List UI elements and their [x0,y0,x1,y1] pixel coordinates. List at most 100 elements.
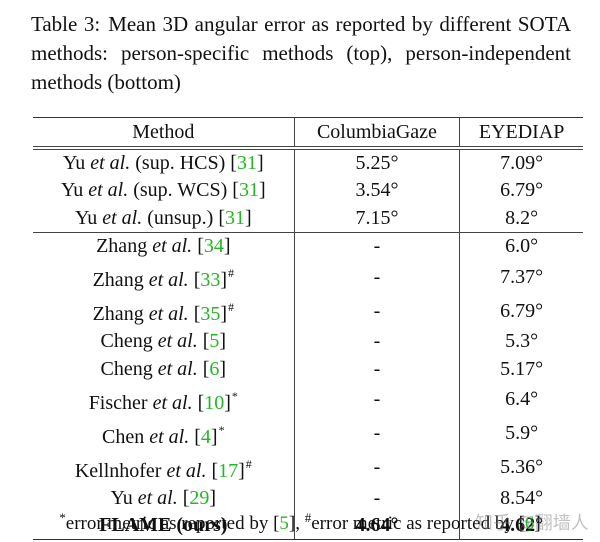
footnote-citation-6[interactable]: 6 [524,513,535,534]
method-extra: (sup. WCS) [128,179,233,202]
method-author: Yu [60,179,84,202]
method-extra [206,460,211,482]
method-extra [189,303,194,325]
method-author: FLAME (ours) [99,514,228,537]
citation-link[interactable]: 6 [209,357,220,380]
citation-link[interactable]: 31 [224,206,245,229]
table-row: Cheng et al. [6] -5.17° [33,355,583,383]
footnote-close-bracket: ] [534,513,541,534]
method-cell: Yu et al. (sup. WCS) [31] [60,179,266,202]
citation-link[interactable]: 10 [204,391,225,414]
eyediap-value: 6.79° [459,177,583,205]
citation-link[interactable]: 31 [236,152,257,175]
eyediap-value: 8.2° [459,204,583,233]
method-cell: Kellnhofer et al. [17]# [74,456,252,482]
zhihu-watermark: 知乎 @翻墙人 [475,513,589,534]
columbiagaze-value: - [293,294,460,329]
method-extra [189,269,194,291]
footnote-separator: ], [288,513,305,534]
method-etal: et al. [149,425,190,448]
footnote-mark: # [228,266,235,281]
columbiagaze-value: 5.25° [293,148,460,178]
method-extra [178,487,183,509]
method-author: Cheng [100,330,153,353]
method-cell: Chen et al. [4]* [102,422,225,448]
citation-link[interactable]: 35 [200,303,221,326]
method-cell: Cheng et al. [5] [100,330,227,353]
caption-text: Mean 3D angular error as reported by dif… [31,12,572,94]
method-etal: et al. [157,357,198,380]
columbiagaze-value: - [293,260,460,295]
columbiagaze-value: - [293,231,460,261]
table-caption: Table 3: Mean 3D angular error as reporte… [31,10,571,97]
table-body: Yu et al. (sup. HCS) [31] 5.25° 7.09° Yu et… [33,148,583,541]
method-cell: Yu et al. (unsup.) [31] [74,206,252,229]
footnote-mark: * [218,422,225,437]
method-author: Zhang [92,269,144,292]
method-extra: (sup. HCS) [130,152,231,175]
footnote-citation-5[interactable]: 5 [279,513,289,534]
eyediap-value: 6.4° [459,382,583,417]
table-row: FLAME (ours) 4.64° 4.62° [33,512,583,541]
table-row: Fischer et al. [10]* -6.4° [33,382,583,417]
eyediap-value: 5.36° [459,450,583,485]
citation-link[interactable]: 5 [209,330,220,353]
method-extra [193,392,198,414]
footnote-hash-mark: # [304,510,312,525]
method-etal: et al. [157,330,198,353]
table-row: Yu et al. (sup. HCS) [31] 5.25° 7.09° [33,148,583,178]
method-cell: Cheng et al. [6] [100,357,227,380]
columbiagaze-value: - [293,328,460,356]
footnote: *error metric as reported by [5], #error… [0,510,600,535]
eyediap-value: 5.9° [459,416,583,451]
method-etal: et al. [152,235,193,258]
footnote-mark: # [245,456,252,471]
columbiagaze-value: 4.64° [293,512,460,541]
method-cell: Zhang et al. [33]# [92,266,235,292]
table-row: Chen et al. [4]* -5.9° [33,416,583,451]
method-etal: et al. [137,486,178,509]
eyediap-value: 8.54° [459,484,583,513]
eyediap-value: 7.37° [459,260,583,295]
method-extra: (unsup.) [142,206,219,229]
table-row: Kellnhofer et al. [17]# -5.36° [33,450,583,485]
method-etal: et al. [102,206,143,229]
citation-link[interactable]: 34 [203,235,224,258]
citation-link[interactable]: 4 [200,425,211,448]
header-eyediap: EYEDIAP [459,117,583,150]
eyediap-value: 5.17° [459,355,583,383]
footnote-star-text: error metric as reported by [ [65,513,280,534]
method-author: Fischer [88,391,148,414]
method-author: Yu [74,206,98,229]
citation-link[interactable]: 31 [238,179,259,202]
header-method: Method [33,117,295,150]
caption-label: Table 3: [31,12,101,36]
method-etal: et al. [166,459,207,482]
method-extra [198,358,203,380]
citation-link[interactable]: 33 [200,269,221,292]
method-extra [198,330,203,352]
table-row: Yu et al. [29] -8.54° [33,484,583,513]
method-cell: Zhang et al. [34] [33,231,295,261]
method-cell: FLAME (ours) [33,512,295,541]
eyediap-value: 5.3° [459,328,583,356]
method-cell: Zhang et al. [35]# [92,300,235,326]
method-etal: et al. [90,152,131,175]
method-extra [192,235,197,257]
method-author: Zhang [96,235,148,258]
citation-link[interactable]: 29 [189,486,210,509]
columbiagaze-value: 3.54° [293,177,460,205]
table-row: Zhang et al. [34] -6.0° [33,231,583,261]
citation-link[interactable]: 17 [218,459,239,482]
footnote-mark: # [228,300,235,315]
columbiagaze-value: 7.15° [293,204,460,233]
method-cell: Yu et al. [29] [110,486,217,509]
header-row: Method ColumbiaGaze EYEDIAP [33,117,583,150]
method-author: Chen [102,425,145,448]
method-author: Cheng [100,357,153,380]
method-cell: Yu et al. (sup. HCS) [31] [63,152,264,175]
method-cell: Fischer et al. [10]* [88,388,238,414]
eyediap-value: 7.09° [459,148,583,178]
columbiagaze-value: - [293,416,460,451]
method-author: Zhang [92,303,144,326]
